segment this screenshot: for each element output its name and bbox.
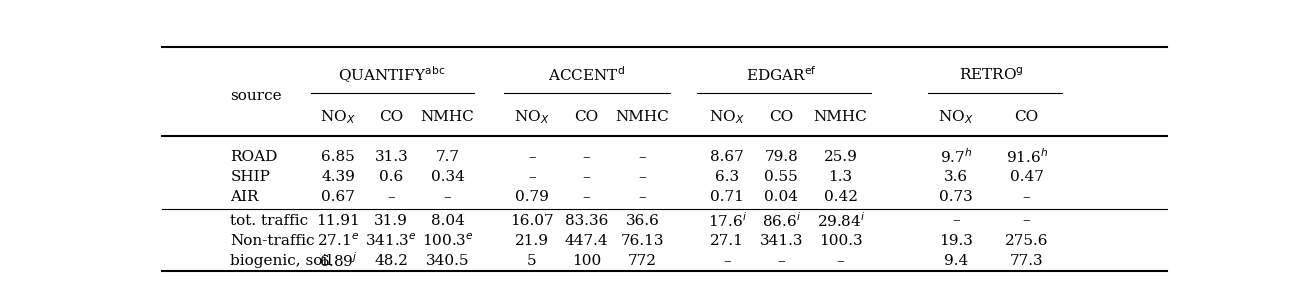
Text: 100.3$^e$: 100.3$^e$ [422, 232, 473, 249]
Text: 341.3$^e$: 341.3$^e$ [366, 232, 418, 249]
Text: 76.13: 76.13 [621, 233, 664, 248]
Text: –: – [777, 254, 785, 268]
Text: –: – [528, 170, 536, 184]
Text: 341.3: 341.3 [760, 233, 803, 248]
Text: NMHC: NMHC [813, 110, 868, 124]
Text: –: – [724, 254, 730, 268]
Text: 11.91: 11.91 [316, 214, 359, 227]
Text: –: – [528, 150, 536, 164]
Text: 16.07: 16.07 [510, 214, 554, 227]
Text: 79.8: 79.8 [764, 150, 798, 164]
Text: NO$_X$: NO$_X$ [320, 108, 355, 126]
Text: Non-traffic: Non-traffic [231, 233, 315, 248]
Text: 0.42: 0.42 [824, 190, 857, 204]
Text: tot. traffic: tot. traffic [231, 214, 309, 227]
Text: ROAD: ROAD [231, 150, 278, 164]
Text: 29.84$^i$: 29.84$^i$ [817, 211, 865, 230]
Text: 31.9: 31.9 [375, 214, 409, 227]
Text: 21.9: 21.9 [515, 233, 549, 248]
Text: 27.1$^e$: 27.1$^e$ [316, 232, 359, 249]
Text: –: – [639, 150, 646, 164]
Text: –: – [582, 170, 590, 184]
Text: CO: CO [379, 110, 403, 124]
Text: AIR: AIR [231, 190, 259, 204]
Text: 1.3: 1.3 [829, 170, 852, 184]
Text: NO$_X$: NO$_X$ [939, 108, 974, 126]
Text: 25.9: 25.9 [824, 150, 857, 164]
Text: –: – [582, 190, 590, 204]
Text: 6.3: 6.3 [715, 170, 739, 184]
Text: 0.71: 0.71 [709, 190, 744, 204]
Text: SHIP: SHIP [231, 170, 270, 184]
Text: 6.89$^j$: 6.89$^j$ [319, 252, 357, 271]
Text: 0.67: 0.67 [322, 190, 355, 204]
Text: 83.36: 83.36 [564, 214, 608, 227]
Text: 77.3: 77.3 [1010, 254, 1043, 268]
Text: CO: CO [769, 110, 794, 124]
Text: 17.6$^i$: 17.6$^i$ [708, 211, 747, 230]
Text: –: – [1023, 214, 1030, 227]
Text: –: – [582, 150, 590, 164]
Text: 0.79: 0.79 [515, 190, 549, 204]
Text: 0.04: 0.04 [764, 190, 799, 204]
Text: NMHC: NMHC [420, 110, 475, 124]
Text: –: – [639, 190, 646, 204]
Text: QUANTIFY$^{\mathrm{abc}}$: QUANTIFY$^{\mathrm{abc}}$ [337, 64, 445, 85]
Text: EDGAR$^{\mathrm{ef}}$: EDGAR$^{\mathrm{ef}}$ [746, 65, 817, 84]
Text: –: – [1023, 190, 1030, 204]
Text: 19.3: 19.3 [939, 233, 973, 248]
Text: NO$_X$: NO$_X$ [709, 108, 744, 126]
Text: 0.34: 0.34 [431, 170, 464, 184]
Text: 8.67: 8.67 [711, 150, 744, 164]
Text: source: source [231, 89, 283, 103]
Text: 3.6: 3.6 [944, 170, 969, 184]
Text: 36.6: 36.6 [625, 214, 660, 227]
Text: 340.5: 340.5 [425, 254, 470, 268]
Text: CO: CO [1014, 110, 1039, 124]
Text: NMHC: NMHC [616, 110, 669, 124]
Text: ACCENT$^{\mathrm{d}}$: ACCENT$^{\mathrm{d}}$ [547, 65, 625, 84]
Text: 91.6$^h$: 91.6$^h$ [1005, 147, 1048, 166]
Text: CO: CO [575, 110, 598, 124]
Text: 4.39: 4.39 [322, 170, 355, 184]
Text: NO$_X$: NO$_X$ [515, 108, 550, 126]
Text: 27.1: 27.1 [709, 233, 744, 248]
Text: 6.85: 6.85 [322, 150, 355, 164]
Text: 0.47: 0.47 [1009, 170, 1044, 184]
Text: –: – [388, 190, 396, 204]
Text: 772: 772 [628, 254, 658, 268]
Text: –: – [837, 254, 844, 268]
Text: 0.73: 0.73 [939, 190, 973, 204]
Text: 48.2: 48.2 [375, 254, 409, 268]
Text: 0.55: 0.55 [764, 170, 798, 184]
Text: RETRO$^{\mathrm{g}}$: RETRO$^{\mathrm{g}}$ [958, 66, 1023, 83]
Text: 100.3: 100.3 [818, 233, 863, 248]
Text: 9.7$^h$: 9.7$^h$ [940, 147, 973, 166]
Text: 31.3: 31.3 [375, 150, 409, 164]
Text: 5: 5 [527, 254, 537, 268]
Text: 9.4: 9.4 [944, 254, 969, 268]
Text: –: – [444, 190, 451, 204]
Text: 8.04: 8.04 [431, 214, 464, 227]
Text: 447.4: 447.4 [564, 233, 608, 248]
Text: 7.7: 7.7 [436, 150, 459, 164]
Text: –: – [639, 170, 646, 184]
Text: biogenic, soil: biogenic, soil [231, 254, 332, 268]
Text: –: – [952, 214, 960, 227]
Text: 100: 100 [572, 254, 601, 268]
Text: 0.6: 0.6 [379, 170, 403, 184]
Text: 275.6: 275.6 [1005, 233, 1048, 248]
Text: 86.6$^i$: 86.6$^i$ [761, 211, 800, 230]
